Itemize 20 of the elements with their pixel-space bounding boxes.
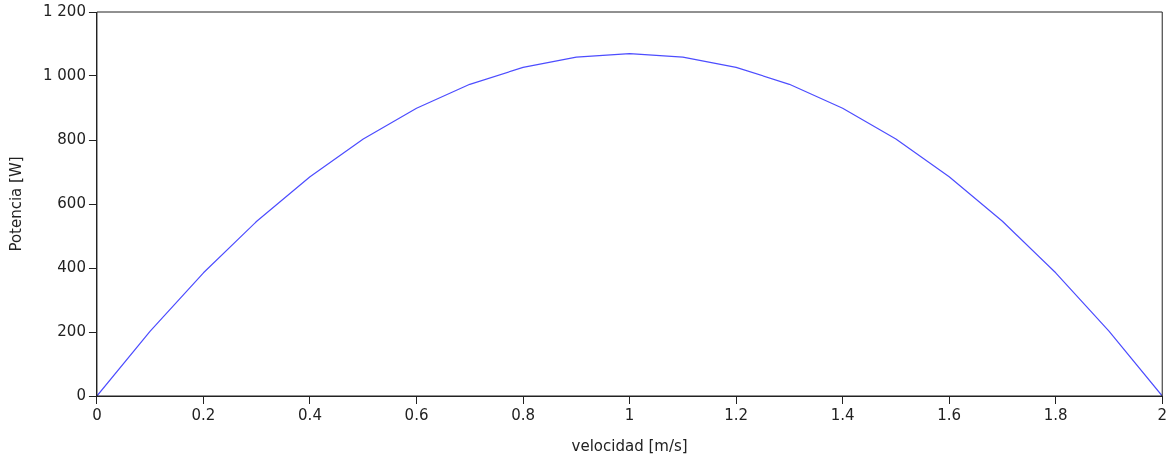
- y-tick-label: 800: [57, 129, 86, 148]
- x-tick-label: 0.6: [404, 405, 429, 424]
- y-tick-label: 0: [76, 385, 86, 404]
- x-tick-label: 0.4: [298, 405, 322, 424]
- x-axis-title: velocidad [m/s]: [571, 436, 688, 455]
- x-tick-label: 0.8: [511, 405, 535, 424]
- y-axis-title: Potencia [W]: [6, 156, 25, 252]
- x-tick-label: 2: [1157, 405, 1167, 424]
- y-tick-label: 1 000: [42, 65, 86, 84]
- y-tick-label: 200: [57, 321, 86, 340]
- x-tick-label: 0.2: [191, 405, 216, 424]
- x-tick-label: 1.2: [724, 405, 749, 424]
- y-tick-label: 1 200: [42, 1, 86, 20]
- y-tick-label: 600: [57, 193, 86, 212]
- x-tick-label: 0: [92, 405, 102, 424]
- x-tick-label: 1.4: [830, 405, 855, 424]
- x-tick-label: 1.8: [1043, 405, 1068, 424]
- x-tick-label: 1.6: [937, 405, 962, 424]
- y-tick-label: 400: [57, 257, 86, 276]
- x-tick-label: 1: [624, 405, 635, 424]
